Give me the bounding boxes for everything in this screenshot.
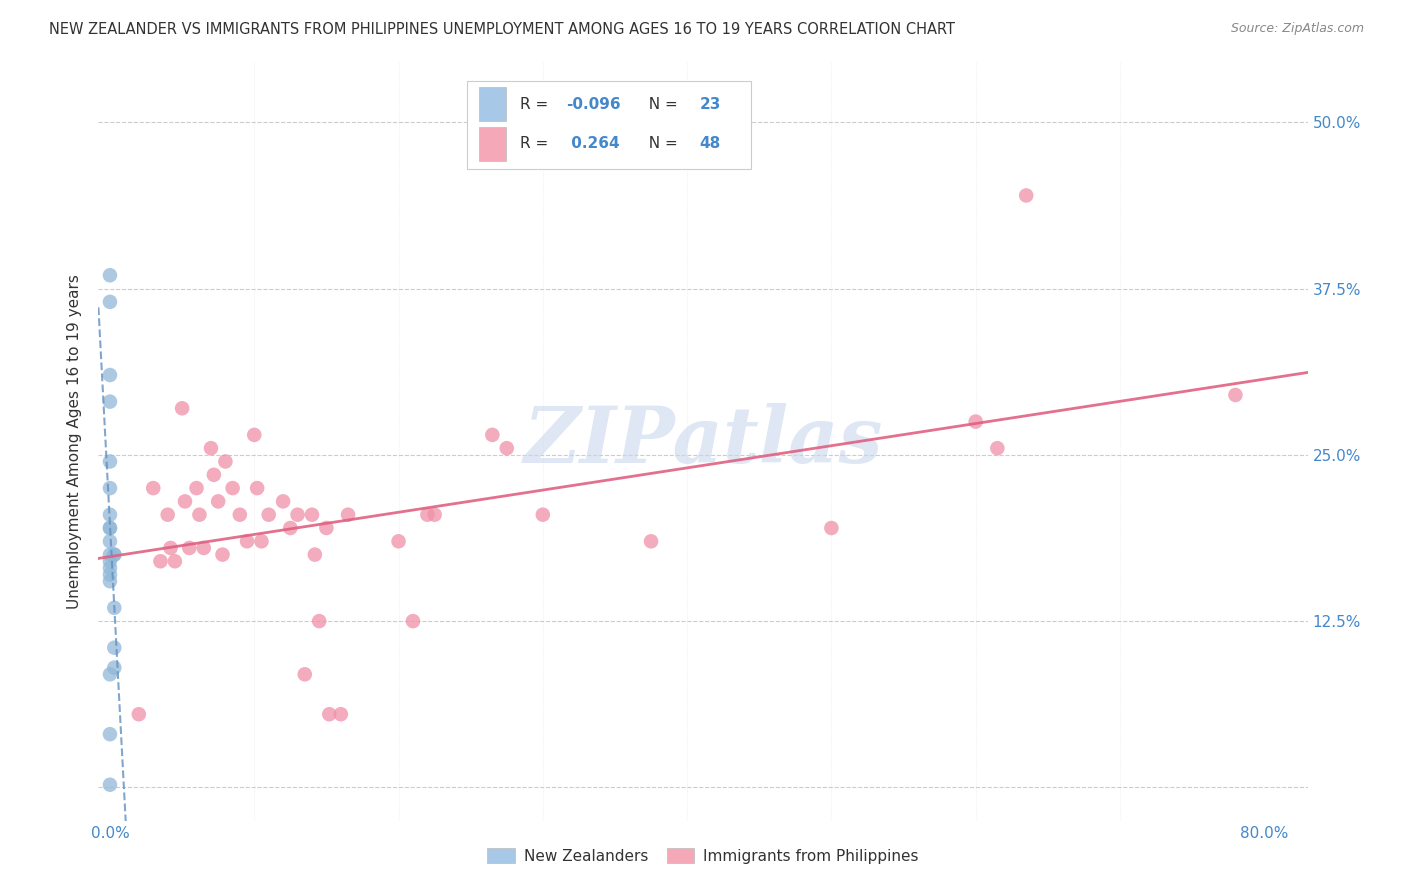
Text: N =: N =: [638, 96, 682, 112]
Point: [229, 508, 252, 522]
Legend: New Zealanders, Immigrants from Philippines: New Zealanders, Immigrants from Philippi…: [481, 842, 925, 870]
Point: [221, 481, 243, 495]
Point: [329, 707, 352, 722]
Point: [163, 554, 186, 568]
Point: [301, 508, 323, 522]
Point: [103, 548, 125, 562]
Text: ZIPatlas: ZIPatlas: [523, 403, 883, 480]
Point: [103, 661, 125, 675]
Point: [98, 521, 121, 535]
Point: [287, 508, 309, 522]
Text: NEW ZEALANDER VS IMMIGRANTS FROM PHILIPPINES UNEMPLOYMENT AMONG AGES 16 TO 19 YE: NEW ZEALANDER VS IMMIGRANTS FROM PHILIPP…: [49, 22, 955, 37]
Point: [98, 368, 121, 382]
Point: [98, 778, 121, 792]
Point: [423, 508, 446, 522]
Text: 0.264: 0.264: [567, 136, 620, 151]
Point: [481, 428, 503, 442]
Point: [986, 441, 1008, 455]
Point: [278, 521, 301, 535]
Point: [98, 727, 121, 741]
Point: [246, 481, 269, 495]
Point: [149, 554, 172, 568]
Bar: [479, 87, 506, 121]
Point: [98, 567, 121, 582]
Point: [193, 541, 215, 555]
Text: N =: N =: [638, 136, 682, 151]
Point: [243, 428, 266, 442]
Bar: [479, 127, 506, 161]
Point: [531, 508, 554, 522]
Point: [188, 508, 211, 522]
Point: [640, 534, 662, 549]
Point: [1015, 188, 1038, 202]
Point: [337, 508, 360, 522]
Point: [965, 415, 987, 429]
Point: [98, 561, 121, 575]
Point: [402, 614, 425, 628]
Point: [98, 294, 121, 309]
Point: [416, 508, 439, 522]
Point: [103, 640, 125, 655]
Point: [250, 534, 273, 549]
Point: [186, 481, 208, 495]
Point: [159, 541, 181, 555]
Point: [1225, 388, 1247, 402]
Text: 48: 48: [699, 136, 721, 151]
Point: [98, 268, 121, 283]
Point: [318, 707, 340, 722]
Point: [103, 600, 125, 615]
Point: [179, 541, 201, 555]
Point: [103, 548, 125, 562]
Point: [142, 481, 165, 495]
Point: [236, 534, 259, 549]
Point: [387, 534, 409, 549]
Point: [207, 494, 229, 508]
Point: [202, 467, 225, 482]
Point: [304, 548, 326, 562]
Point: [271, 494, 294, 508]
Point: [820, 521, 842, 535]
Point: [98, 508, 121, 522]
Point: [98, 534, 121, 549]
Point: [156, 508, 179, 522]
Text: -0.096: -0.096: [567, 96, 621, 112]
Point: [98, 574, 121, 589]
Text: 23: 23: [699, 96, 721, 112]
Point: [211, 548, 233, 562]
Point: [174, 494, 197, 508]
Point: [308, 614, 330, 628]
Point: [495, 441, 517, 455]
Y-axis label: Unemployment Among Ages 16 to 19 years: Unemployment Among Ages 16 to 19 years: [67, 274, 83, 609]
Point: [257, 508, 280, 522]
Point: [98, 667, 121, 681]
Point: [98, 481, 121, 495]
Point: [315, 521, 337, 535]
Point: [172, 401, 194, 416]
Point: [98, 554, 121, 568]
Point: [294, 667, 316, 681]
Text: R =: R =: [520, 96, 554, 112]
Text: Source: ZipAtlas.com: Source: ZipAtlas.com: [1230, 22, 1364, 36]
Point: [98, 521, 121, 535]
Point: [98, 548, 121, 562]
Text: R =: R =: [520, 136, 554, 151]
Point: [200, 441, 222, 455]
Point: [128, 707, 150, 722]
Point: [98, 394, 121, 409]
Point: [214, 454, 236, 468]
FancyBboxPatch shape: [467, 81, 751, 169]
Point: [98, 454, 121, 468]
